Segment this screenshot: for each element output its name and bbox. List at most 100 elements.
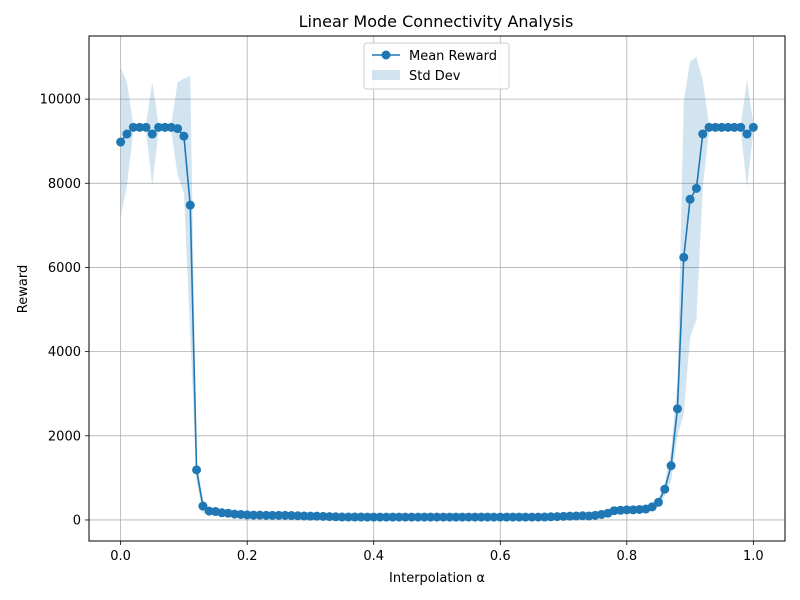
mean-reward-point (533, 512, 543, 522)
mean-reward-point (685, 194, 695, 204)
mean-reward-point (748, 122, 758, 132)
x-tick-label: 0.6 (490, 549, 511, 564)
mean-reward-point (565, 511, 575, 521)
mean-reward-point (141, 122, 151, 132)
mean-reward-point (154, 122, 164, 132)
x-tick-label: 0.4 (363, 549, 384, 564)
mean-reward-point (255, 510, 265, 520)
mean-reward-point (578, 511, 588, 521)
y-tick-label: 8000 (48, 177, 81, 192)
y-tick-label: 0 (73, 513, 81, 528)
mean-reward-point (660, 484, 670, 494)
mean-reward-point (483, 512, 493, 522)
mean-reward-point (559, 511, 569, 521)
mean-reward-point (116, 137, 126, 147)
chart-title: Linear Mode Connectivity Analysis (299, 12, 574, 31)
mean-reward-point (704, 122, 714, 132)
mean-reward-point (546, 512, 556, 522)
std-dev-band (120, 57, 754, 519)
mean-reward-point (400, 512, 410, 522)
mean-reward-point (527, 512, 537, 522)
mean-reward-point (293, 511, 303, 521)
mean-reward-point (653, 497, 663, 507)
mean-reward-point (552, 512, 562, 522)
std-band-layer (120, 57, 754, 519)
mean-reward-point (305, 511, 315, 521)
mean-reward-point (540, 512, 550, 522)
mean-reward-point (698, 129, 708, 139)
mean-reward-point (457, 512, 467, 522)
mean-reward-point (464, 512, 474, 522)
mean-reward-point (185, 200, 195, 210)
mean-reward-point (318, 511, 328, 521)
x-tick-label: 1.0 (743, 549, 764, 564)
mean-reward-point (426, 512, 436, 522)
mean-reward-point (502, 512, 512, 522)
mean-reward-point (432, 512, 442, 522)
plot-frame (88, 35, 786, 542)
mean-reward-point (381, 512, 391, 522)
mean-reward-point (622, 505, 632, 515)
mean-reward-point (679, 252, 689, 262)
mean-reward-point (508, 512, 518, 522)
mean-reward-point (571, 511, 581, 521)
mean-reward-point (438, 512, 448, 522)
mean-reward-point (388, 512, 398, 522)
mean-reward-point (173, 124, 183, 134)
mean-reward-point (280, 510, 290, 520)
mean-reward-point (451, 512, 461, 522)
mean-reward-point (717, 122, 727, 132)
mean-reward-point (495, 512, 505, 522)
mean-reward-point (407, 512, 417, 522)
mean-reward-point (362, 512, 372, 522)
mean-reward-point (672, 404, 682, 414)
mean-points-layer (116, 122, 758, 522)
mean-reward-point (445, 512, 455, 522)
y-tick-label: 6000 (48, 261, 81, 276)
mean-reward-point (647, 502, 657, 512)
x-axis-ticks: 0.0 0.2 0.4 0.6 0.8 1.0 (110, 541, 764, 564)
mean-reward-point (413, 512, 423, 522)
mean-reward-point (514, 512, 524, 522)
mean-reward-point (135, 122, 145, 132)
legend-box (363, 42, 510, 90)
mean-reward-point (350, 512, 360, 522)
mean-reward-point (331, 512, 341, 522)
mean-reward-point (249, 510, 259, 520)
x-axis-label: Interpolation α (389, 571, 485, 586)
mean-reward-point (375, 512, 385, 522)
x-tick-label: 0.8 (616, 549, 637, 564)
mean-reward-point (299, 511, 309, 521)
mean-reward-point (691, 183, 701, 193)
mean-reward-point (369, 512, 379, 522)
mean-reward-point (179, 131, 189, 141)
legend: Mean Reward Std Dev (363, 42, 510, 90)
mean-reward-point (192, 465, 202, 475)
y-tick-label: 10000 (40, 93, 81, 108)
y-axis-label: Reward (16, 265, 31, 313)
mean-reward-point (476, 512, 486, 522)
mean-reward-point (521, 512, 531, 522)
mean-reward-point (666, 461, 676, 471)
y-tick-label: 2000 (48, 429, 81, 444)
mean-reward-point (343, 512, 353, 522)
mean-reward-point (723, 122, 733, 132)
mean-reward-point (312, 511, 322, 521)
mean-reward-point (324, 512, 334, 522)
mean-reward-point (470, 512, 480, 522)
legend-marker-swatch (381, 50, 391, 60)
mean-reward-point (394, 512, 404, 522)
legend-mean-reward: Mean Reward (409, 49, 497, 64)
mean-reward-point (356, 512, 366, 522)
mean-reward-point (710, 122, 720, 132)
x-tick-label: 0.0 (110, 549, 131, 564)
mean-reward-point (122, 129, 132, 139)
mean-reward-point (128, 122, 138, 132)
legend-std-dev: Std Dev (409, 69, 461, 84)
legend-band-swatch (372, 70, 400, 80)
mean-reward-point (742, 129, 752, 139)
y-axis-ticks: 0 2000 4000 6000 8000 10000 (40, 93, 89, 528)
mean-reward-point (729, 122, 739, 132)
mean-reward-point (489, 512, 499, 522)
